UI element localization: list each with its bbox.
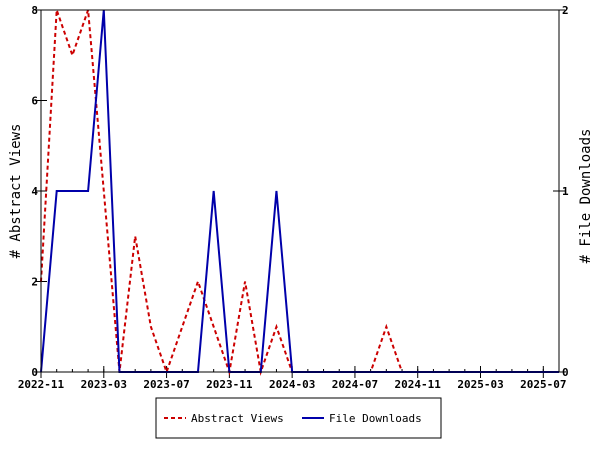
y-left-tick-label: 0 [31,366,38,379]
x-tick-label: 2024-07 [332,378,378,391]
legend-label-abstract-views: Abstract Views [191,412,284,425]
x-tick-label: 2023-11 [206,378,253,391]
y-axis-title-right: # File Downloads [578,129,594,264]
y-left-tick-label: 4 [31,185,38,198]
x-tick-label: 2024-11 [395,378,442,391]
x-tick-label: 2022-11 [18,378,65,391]
series-line-abstract-views [40,9,559,376]
y-axis-title-left: # Abstract Views [8,124,24,259]
y-right-tick-label: 2 [562,4,569,17]
series-line-file-downloads [40,9,559,373]
y-right-tick-label: 1 [562,185,569,198]
labels-layer: 2022-11 2023-03 2023-07 2023-11 2024-03 2024-… [18,4,569,391]
y-right-tick-label: 0 [562,366,569,379]
plot-frame [40,9,560,373]
x-tick-label: 2024-03 [269,378,315,391]
legend-box [155,397,442,439]
lines-layer [40,9,559,376]
y-left-tick-label: 6 [31,95,38,108]
x-tick-label: 2025-03 [457,378,503,391]
x-tick-label: 2023-03 [81,378,127,391]
y-left-tick-label: 8 [31,4,38,17]
x-tick-label: 2023-07 [143,378,189,391]
legend-label-file-downloads: File Downloads [329,412,422,425]
y-left-tick-label: 2 [31,276,38,289]
x-tick-label: 2025-07 [520,378,566,391]
legend: Abstract Views File Downloads [155,397,442,439]
